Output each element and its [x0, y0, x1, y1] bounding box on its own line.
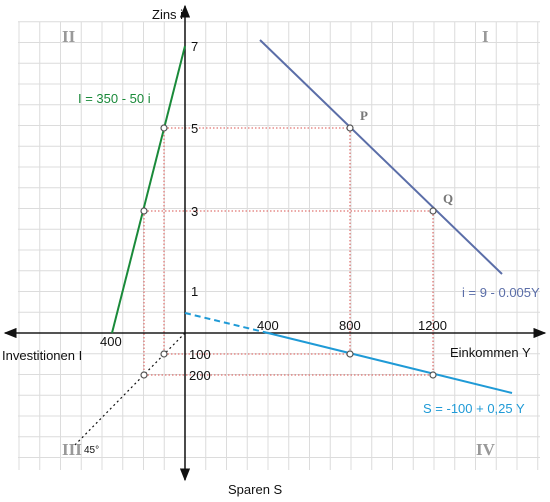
saving-line-dashed — [184, 312, 269, 334]
tick-label: 100 — [189, 347, 211, 362]
tick-label: 800 — [339, 318, 361, 333]
tick-label: 1200 — [418, 318, 447, 333]
tick-label: 1 — [191, 284, 198, 299]
axis-label: Einkommen Y — [450, 345, 531, 360]
tick-label: 200 — [189, 368, 211, 383]
interest-line — [259, 39, 503, 275]
45-degree-line — [69, 332, 186, 451]
tick-label: 3 — [191, 204, 198, 219]
axis-label: Investitionen I — [2, 348, 82, 363]
tick-label: 7 — [191, 39, 198, 54]
quadrant-label: II — [62, 27, 76, 46]
point-label: P — [360, 108, 368, 123]
saving-line — [267, 332, 513, 394]
equation: I = 350 - 50 i — [78, 91, 151, 106]
quadrant-label: I — [482, 27, 489, 46]
angle-label: 45° — [84, 445, 99, 456]
point-label: Q — [443, 191, 453, 206]
investment-line — [111, 45, 186, 334]
points — [140, 124, 437, 379]
tick-label: 5 — [191, 121, 198, 136]
equation: S = -100 + 0,25 Y — [423, 401, 525, 416]
tick-label: 400 — [257, 318, 279, 333]
quadrant-label: III — [62, 440, 82, 459]
equation: i = 9 - 0.005Y — [462, 285, 540, 300]
axis-label: Sparen S — [228, 482, 283, 497]
axis-label: Zins i — [152, 7, 183, 22]
grid — [18, 21, 540, 470]
quadrant-label: IV — [476, 440, 496, 459]
tick-label: 400 — [100, 334, 122, 349]
guide-lines — [143, 127, 434, 376]
